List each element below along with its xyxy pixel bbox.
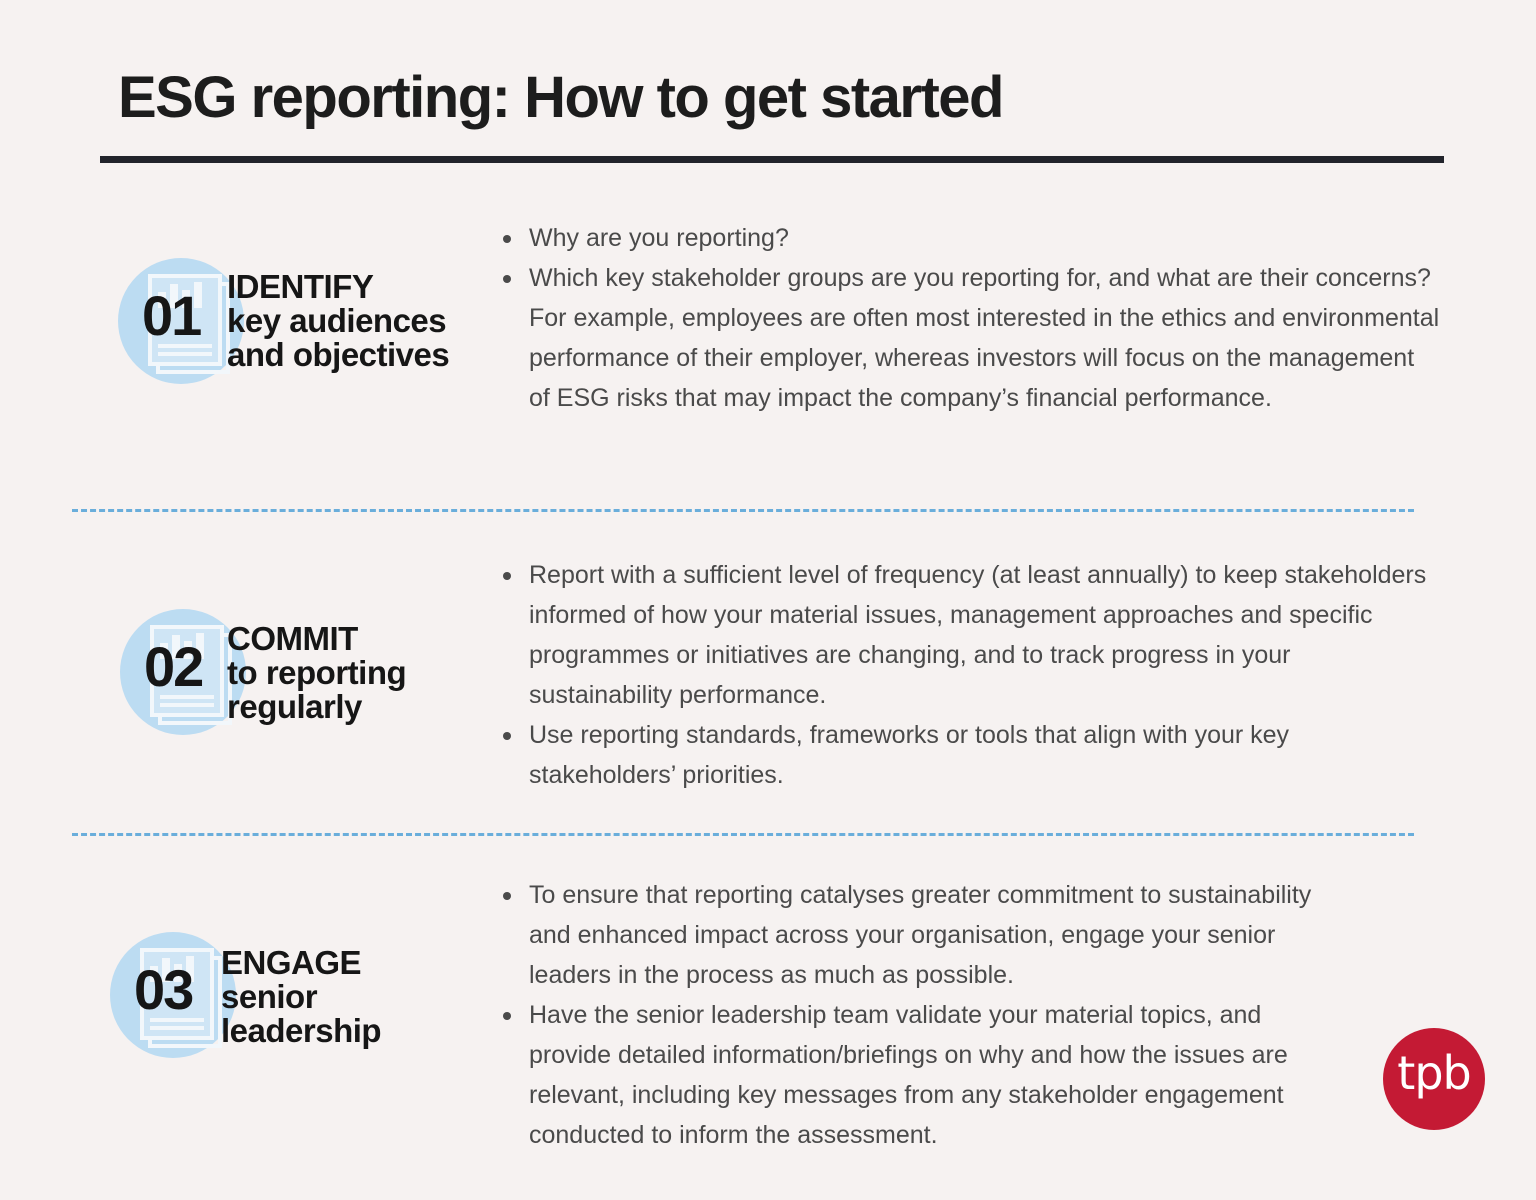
bullet-list: Report with a sufficient level of freque…	[500, 555, 1440, 795]
report-document-icon	[148, 274, 230, 374]
step-heading: IDENTIFY key audiences and objectives	[227, 268, 450, 373]
step-number: 03	[134, 958, 194, 1021]
step-badge: 02	[120, 609, 250, 739]
step-badge: 03	[110, 932, 240, 1062]
heading-line: to reporting	[227, 654, 407, 691]
section-divider	[72, 833, 1414, 836]
report-document-icon	[140, 948, 222, 1048]
bullet-point: Why are you reporting?	[500, 218, 1440, 258]
heading-line: senior	[221, 978, 318, 1015]
heading-line: COMMIT	[227, 620, 358, 657]
step-heading: COMMIT to reporting regularly	[227, 620, 407, 725]
bullet-list: To ensure that reporting catalyses great…	[500, 875, 1330, 1155]
report-document-icon	[150, 625, 232, 725]
bullet-list: Why are you reporting? Which key stakeho…	[500, 218, 1440, 418]
page-title: ESG reporting: How to get started	[118, 65, 1005, 130]
heading-line: and objectives	[227, 336, 450, 373]
step-number: 02	[144, 635, 204, 698]
bullet-point: Report with a sufficient level of freque…	[500, 555, 1440, 715]
section-divider	[72, 509, 1414, 512]
bullet-point: Use reporting standards, frameworks or t…	[500, 715, 1440, 795]
heading-line: ENGAGE	[221, 944, 362, 981]
step-number: 01	[142, 284, 202, 347]
bullet-point: Which key stakeholder groups are you rep…	[500, 258, 1440, 418]
heading-line: regularly	[227, 688, 362, 725]
step-badge: 01	[118, 258, 248, 388]
tpb-logo: tpb	[1383, 1028, 1485, 1130]
title-underline	[100, 156, 1444, 163]
logo-text: tpb	[1397, 1046, 1471, 1100]
heading-line: IDENTIFY	[227, 268, 374, 305]
heading-line: key audiences	[227, 302, 447, 339]
heading-line: leadership	[221, 1012, 382, 1049]
bullet-point: Have the senior leadership team validate…	[500, 995, 1330, 1155]
step-heading: ENGAGE senior leadership	[221, 944, 382, 1049]
bullet-point: To ensure that reporting catalyses great…	[500, 875, 1330, 995]
